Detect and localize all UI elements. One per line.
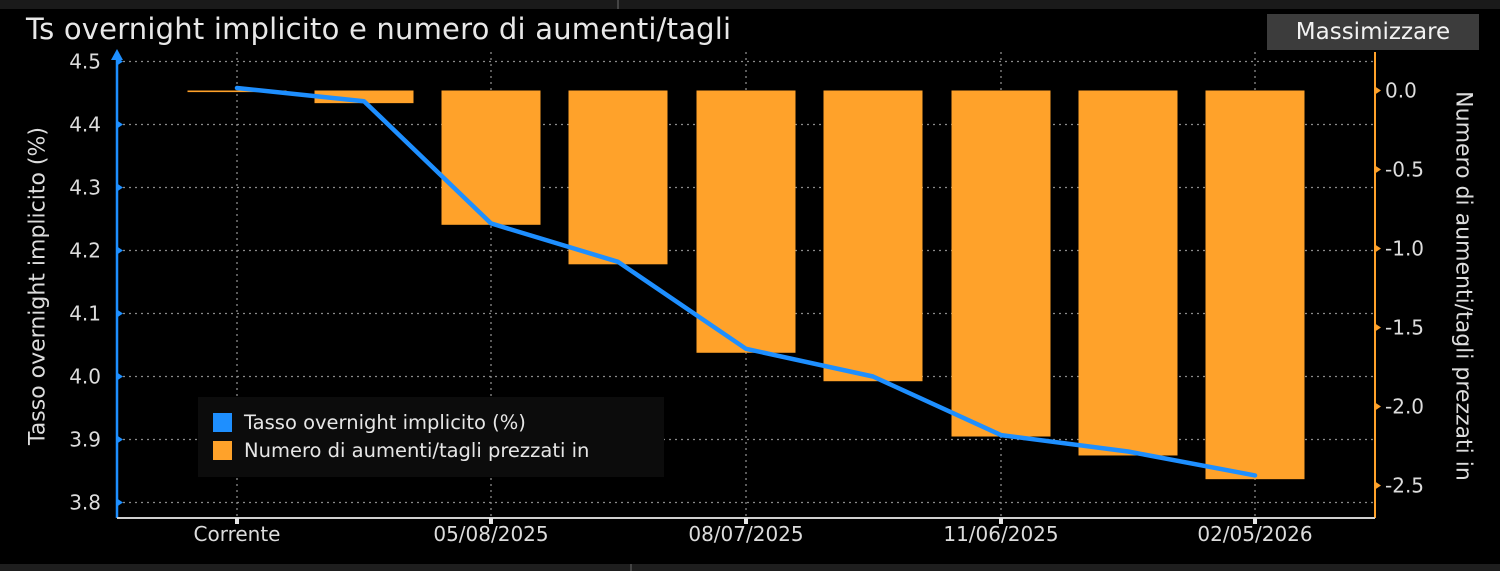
x-axis-tick: [1253, 518, 1257, 524]
x-axis-tick: [744, 518, 748, 524]
right-axis-tick: [1375, 323, 1381, 332]
left-axis-tick: [117, 183, 123, 192]
x-tick-label: 08/07/2025: [688, 522, 803, 546]
x-axis-tick: [999, 518, 1003, 524]
bar: [696, 90, 796, 353]
left-axis-tick: [117, 498, 123, 507]
left-tick-label: 4.0: [69, 365, 101, 389]
top-bar: [0, 0, 1500, 9]
bar: [951, 90, 1051, 437]
left-axis-arrow-icon: [111, 49, 123, 60]
right-tick-label: -0.5: [1385, 158, 1424, 182]
left-tick-label: 4.3: [69, 176, 101, 200]
x-axis-tick: [235, 518, 239, 524]
legend-label-line: Tasso overnight implicito (%): [244, 411, 526, 434]
right-axis-tick: [1375, 165, 1381, 174]
bottom-bar-separator: [630, 564, 632, 571]
bottom-bar: [0, 564, 1500, 571]
right-tick-label: -1.0: [1385, 237, 1424, 261]
left-axis-tick: [117, 120, 123, 129]
left-tick-label: 4.4: [69, 113, 101, 137]
right-tick-label: 0.0: [1385, 79, 1417, 103]
left-tick-label: 4.5: [69, 50, 101, 74]
left-tick-label: 4.1: [69, 302, 101, 326]
left-tick-label: 3.9: [69, 428, 101, 452]
x-axis-tick: [489, 518, 493, 524]
x-tick-label: Corrente: [194, 522, 281, 546]
x-tick-label: 11/06/2025: [943, 522, 1058, 546]
bar: [1205, 90, 1305, 480]
right-axis-tick: [1375, 86, 1381, 95]
left-tick-label: 3.8: [69, 491, 101, 515]
bar: [187, 90, 287, 93]
legend-swatch-line: [213, 413, 232, 432]
chart-title: Ts overnight implicito e numero di aumen…: [26, 12, 732, 46]
right-axis-tick: [1375, 402, 1381, 411]
x-tick-label: 02/05/2026: [1197, 522, 1312, 546]
top-bar-separator: [617, 0, 619, 9]
bar: [441, 90, 541, 225]
left-axis-tick: [117, 309, 123, 318]
left-axis-tick: [117, 246, 123, 255]
left-axis-tick: [117, 435, 123, 444]
right-tick-label: -2.0: [1385, 395, 1424, 419]
legend-swatch-bar: [213, 441, 232, 460]
left-axis-tick: [117, 57, 123, 66]
left-axis-tick: [117, 372, 123, 381]
left-tick-label: 4.2: [69, 239, 101, 263]
bar: [1078, 90, 1178, 456]
right-tick-label: -1.5: [1385, 316, 1424, 340]
right-tick-label: -2.5: [1385, 474, 1424, 498]
right-axis-tick: [1375, 244, 1381, 253]
bar: [568, 90, 668, 265]
x-tick-label: 05/08/2025: [433, 522, 548, 546]
maximize-button[interactable]: Massimizzare: [1267, 14, 1479, 50]
right-axis-tick: [1375, 481, 1381, 490]
chart-legend: Tasso overnight implicito (%) Numero di …: [198, 397, 664, 477]
legend-label-bar: Numero di aumenti/tagli prezzati in: [244, 439, 590, 462]
bar: [823, 90, 923, 382]
